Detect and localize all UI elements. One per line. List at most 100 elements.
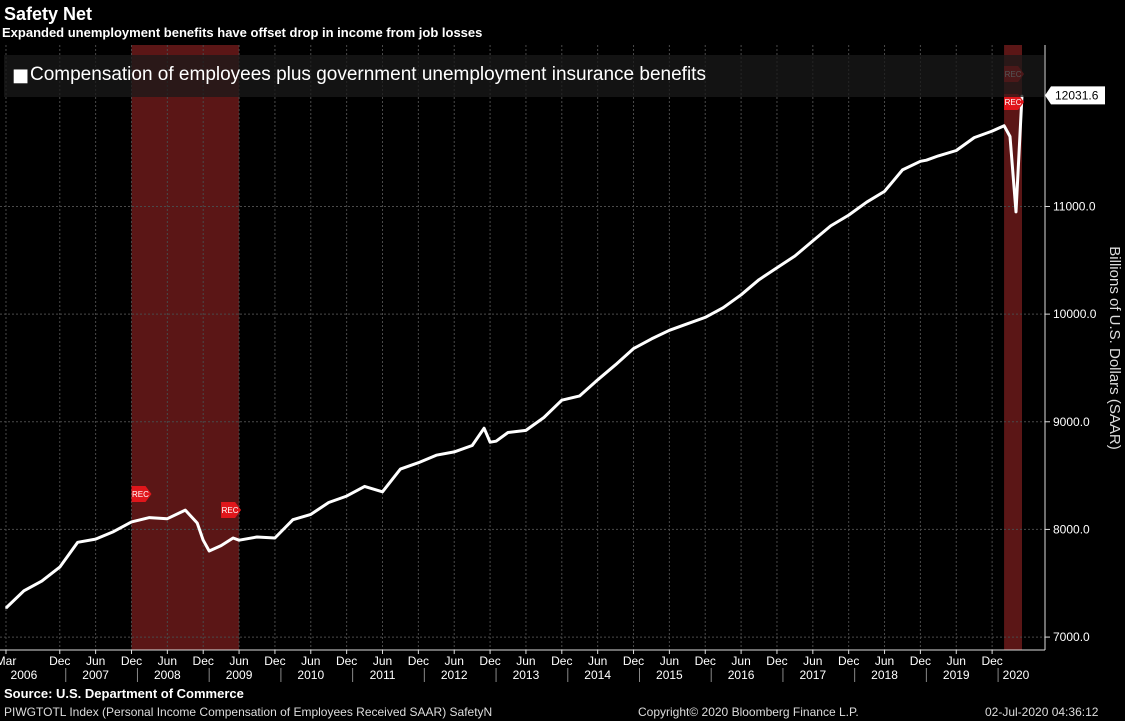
data-point-23	[363, 485, 366, 488]
x-month-label-10: Jun	[373, 654, 392, 668]
data-point-15	[232, 537, 234, 539]
x-month-label-1: Dec	[49, 654, 70, 668]
data-point-37	[578, 395, 581, 397]
x-month-label-27: Dec	[981, 654, 1002, 668]
data-point-0	[5, 607, 7, 609]
ticker-note: PIWGTOTL Index (Personal Income Compensa…	[4, 705, 493, 719]
x-month-label-2: Jun	[86, 654, 105, 668]
rec-marker-start-2b: REC	[1004, 94, 1025, 110]
x-month-label-9: Dec	[336, 654, 357, 668]
x-month-label-18: Jun	[660, 654, 679, 668]
x-month-label-14: Jun	[516, 654, 535, 668]
rec-marker-start-1: REC	[131, 486, 152, 502]
x-month-label-20: Jun	[731, 654, 750, 668]
x-month-label-4: Jun	[158, 654, 177, 668]
y-tick-label-0: 7000.0	[1053, 630, 1090, 644]
data-point-8	[148, 516, 151, 519]
data-point-44	[704, 316, 707, 319]
data-point-64	[1015, 211, 1017, 213]
data-point-30	[483, 427, 485, 430]
data-point-2	[41, 580, 43, 582]
data-point-57	[925, 159, 928, 161]
data-point-54	[883, 190, 886, 193]
x-year-label-3: 2009	[226, 668, 253, 682]
data-point-14	[220, 544, 222, 547]
data-point-32	[495, 440, 497, 442]
data-point-36	[561, 399, 563, 402]
x-month-label-26: Jun	[947, 654, 966, 668]
data-point-48	[776, 267, 778, 269]
data-point-49	[794, 255, 796, 257]
data-point-22	[345, 495, 348, 497]
data-point-25	[399, 468, 402, 470]
x-year-label-12: 2018	[871, 668, 898, 682]
data-point-56	[919, 160, 922, 163]
data-point-41	[650, 338, 653, 340]
x-month-label-13: Dec	[479, 654, 500, 668]
data-point-39	[614, 363, 617, 366]
x-month-label-19: Dec	[695, 654, 716, 668]
chart-subtitle: Expanded unemployment benefits have offs…	[2, 25, 483, 40]
x-month-label-12: Jun	[445, 654, 464, 668]
x-year-label-2: 2008	[154, 668, 181, 682]
data-point-52	[847, 214, 850, 216]
x-year-label-5: 2011	[370, 668, 396, 682]
data-point-60	[973, 136, 975, 139]
data-point-7	[130, 521, 133, 523]
data-point-45	[722, 306, 724, 309]
data-point-24	[381, 490, 384, 493]
x-month-label-25: Dec	[910, 654, 931, 668]
rec-marker-end-1-shape	[221, 502, 242, 518]
x-month-label-15: Dec	[551, 654, 572, 668]
data-point-26	[417, 461, 420, 464]
chart-title: Safety Net	[4, 4, 93, 24]
data-point-16	[238, 539, 240, 541]
data-point-35	[543, 416, 545, 419]
data-point-61	[991, 130, 993, 132]
data-point-27	[435, 454, 438, 456]
data-point-38	[596, 378, 599, 381]
data-point-31	[489, 441, 491, 444]
x-month-label-3: Dec	[121, 654, 142, 668]
data-point-53	[865, 201, 868, 203]
x-year-label-0: 2006	[11, 668, 38, 682]
x-month-label-22: Jun	[803, 654, 822, 668]
legend-background	[4, 55, 1044, 97]
last-value-label: 12031.6	[1055, 88, 1099, 102]
data-point-9	[166, 517, 169, 520]
data-point-28	[453, 451, 456, 453]
x-month-label-7: Dec	[264, 654, 285, 668]
x-year-label-8: 2014	[584, 668, 611, 682]
x-year-label-13: 2019	[943, 668, 970, 682]
data-point-17	[256, 536, 258, 538]
data-point-40	[632, 347, 635, 350]
rec-marker-start-2b-shape	[1004, 94, 1025, 110]
data-point-6	[112, 530, 115, 533]
x-year-label-11: 2017	[799, 668, 826, 682]
data-point-50	[812, 240, 814, 242]
data-point-3	[58, 566, 61, 568]
rec-marker-end-1-label: REC	[222, 506, 239, 515]
legend-marker: ■	[12, 65, 29, 86]
legend-entry: Compensation of employees plus governmen…	[30, 64, 706, 85]
x-year-label-7: 2013	[513, 668, 540, 682]
x-year-label-10: 2016	[728, 668, 755, 682]
timestamp-note: 02-Jul-2020 04:36:12	[985, 705, 1099, 719]
x-year-label-1: 2007	[82, 668, 109, 682]
x-year-label-4: 2010	[297, 668, 324, 682]
x-year-label-14: 2020	[1003, 668, 1030, 682]
rec-marker-start-2b-label: REC	[1005, 98, 1022, 107]
data-point-1	[23, 589, 25, 592]
x-month-label-8: Jun	[301, 654, 320, 668]
x-month-label-21: Dec	[766, 654, 787, 668]
y-tick-label-2: 9000.0	[1053, 415, 1090, 429]
data-point-13	[208, 550, 210, 552]
data-point-20	[309, 513, 312, 516]
data-point-4	[76, 541, 79, 544]
x-year-label-9: 2015	[656, 668, 683, 682]
data-point-59	[955, 149, 958, 152]
data-point-5	[94, 538, 97, 540]
data-point-62	[1003, 124, 1005, 127]
x-month-label-17: Dec	[623, 654, 644, 668]
